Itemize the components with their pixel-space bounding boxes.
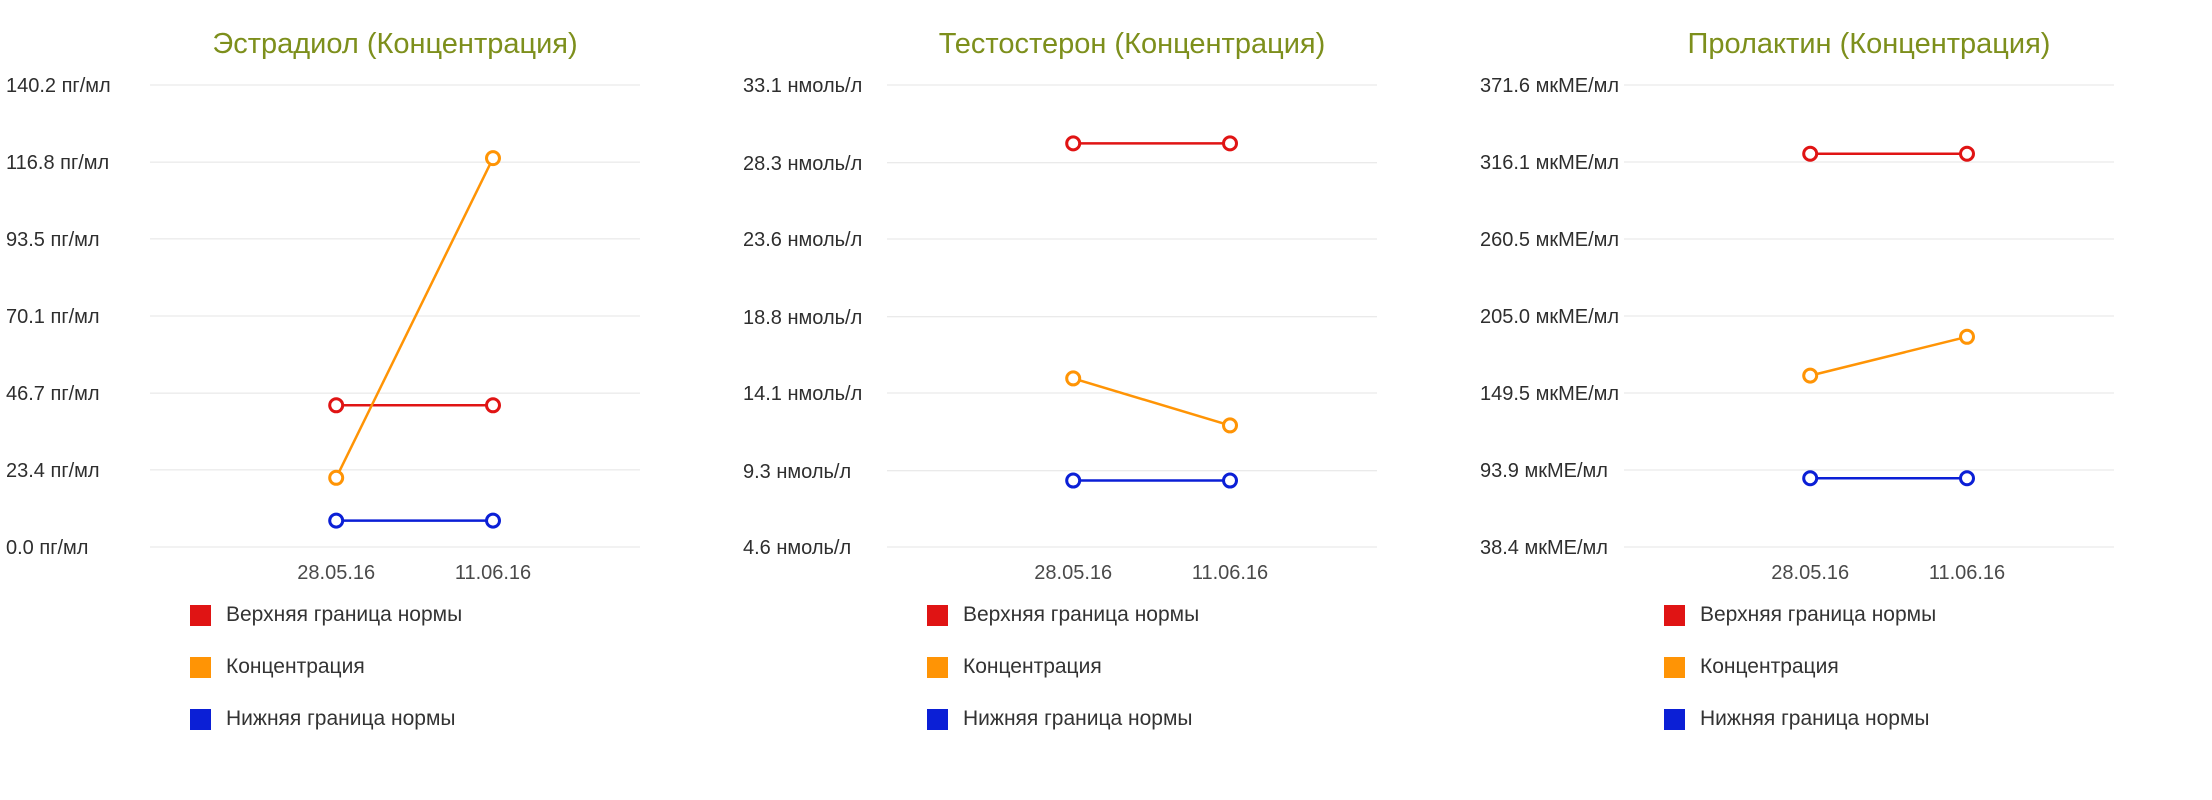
y-axis-tick-label: 205.0 мкМЕ/мл <box>1480 306 1619 328</box>
legend-item: Нижняя граница нормы <box>927 707 1474 731</box>
x-axis-tick-label: 11.06.16 <box>1929 562 2005 584</box>
data-point[interactable] <box>1959 145 1975 162</box>
y-axis-tick-label: 4.6 нмоль/л <box>743 537 851 559</box>
data-point[interactable] <box>485 397 501 414</box>
legend-swatch <box>190 604 211 626</box>
line-chart-testosterone: 33.1 нмоль/л 28.3 нмоль/л 23.6 нмоль/л 18.8… <box>743 75 1377 584</box>
y-axis-tick-label: 46.7 пг/мл <box>6 383 100 405</box>
data-point[interactable] <box>1802 470 1819 487</box>
data-point[interactable] <box>485 150 501 167</box>
data-point[interactable] <box>1222 135 1238 152</box>
series-line <box>335 157 495 479</box>
y-axis-tick-label: 18.8 нмоль/л <box>743 307 862 329</box>
chart-card-testosterone: Тестостерон (Концентрация) 33.1 нмоль/л 2… <box>737 12 1474 731</box>
data-point[interactable] <box>1065 135 1082 152</box>
data-point[interactable] <box>1959 470 1975 487</box>
y-axis-tick-label: 140.2 пг/мл <box>6 75 111 97</box>
y-axis-tick-label: 93.9 мкМЕ/мл <box>1480 460 1608 482</box>
legend-label: Верхняя граница нормы <box>1700 603 1937 626</box>
y-axis-tick-label: 14.1 нмоль/л <box>743 383 862 405</box>
y-axis-tick-label: 33.1 нмоль/л <box>743 75 862 97</box>
y-axis-tick-label: 28.3 нмоль/л <box>743 153 862 175</box>
legend-swatch <box>1664 604 1685 626</box>
data-point[interactable] <box>1222 417 1238 434</box>
y-axis-tick-label: 371.6 мкМЕ/мл <box>1480 75 1619 97</box>
y-axis-tick-label: 316.1 мкМЕ/мл <box>1480 152 1619 174</box>
legend-label: Концентрация <box>226 655 365 678</box>
line-chart-estradiol: 140.2 пг/мл 116.8 пг/мл 93.5 пг/мл 70.1 пг/… <box>6 75 640 584</box>
chart-legend: Верхняя граница нормы Концентрация Нижняя … <box>190 603 737 731</box>
legend-label: Концентрация <box>963 655 1102 678</box>
legend-item: Верхняя граница нормы <box>927 603 1474 627</box>
legend-item: Верхняя граница нормы <box>190 603 737 627</box>
x-axis-tick-label: 11.06.16 <box>455 562 531 584</box>
chart-title: Эстрадиол (Концентрация) <box>212 28 578 60</box>
line-chart-prolactin: 371.6 мкМЕ/мл 316.1 мкМЕ/мл 260.5 мкМЕ/мл 2… <box>1480 75 2114 584</box>
y-axis-tick-label: 23.6 нмоль/л <box>743 229 862 251</box>
legend-label: Концентрация <box>1700 655 1839 678</box>
legend-item: Верхняя граница нормы <box>1664 603 2211 627</box>
chart-card-estradiol: Эстрадиол (Концентрация) 140.2 пг/мл 116.… <box>0 12 737 731</box>
legend-item: Нижняя граница нормы <box>1664 707 2211 731</box>
y-axis-tick-label: 23.4 пг/мл <box>6 460 100 482</box>
legend-swatch <box>190 656 211 678</box>
legend-item: Концентрация <box>190 655 737 679</box>
legend-item: Концентрация <box>927 655 1474 679</box>
chart-title: Пролактин (Концентрация) <box>1687 28 2051 60</box>
legend-item: Нижняя граница нормы <box>190 707 737 731</box>
legend-swatch <box>1664 708 1685 730</box>
y-axis-tick-label: 116.8 пг/мл <box>6 152 109 174</box>
y-axis-tick-label: 260.5 мкМЕ/мл <box>1480 229 1619 251</box>
legend-swatch <box>927 604 948 626</box>
y-axis-tick-label: 149.5 мкМЕ/мл <box>1480 383 1619 405</box>
data-point[interactable] <box>328 397 345 414</box>
data-point[interactable] <box>328 469 345 486</box>
y-axis-tick-label: 9.3 нмоль/л <box>743 461 851 483</box>
x-axis-tick-label: 28.05.16 <box>1771 562 1849 584</box>
legend-swatch <box>1664 656 1685 678</box>
legend-label: Нижняя граница нормы <box>963 707 1193 730</box>
y-axis-tick-label: 0.0 пг/мл <box>6 537 88 559</box>
y-axis-tick-label: 93.5 пг/мл <box>6 229 100 251</box>
data-point[interactable] <box>328 512 345 529</box>
legend-label: Нижняя граница нормы <box>1700 707 1930 730</box>
data-point[interactable] <box>1959 328 1975 345</box>
x-axis-tick-label: 28.05.16 <box>297 562 375 584</box>
data-point[interactable] <box>1065 472 1082 489</box>
chart-legend: Верхняя граница нормы Концентрация Нижняя … <box>927 603 1474 731</box>
series-line <box>1072 377 1231 427</box>
legend-swatch <box>927 656 948 678</box>
legend-label: Нижняя граница нормы <box>226 707 456 730</box>
x-axis-tick-label: 11.06.16 <box>1192 562 1268 584</box>
legend-label: Верхняя граница нормы <box>963 603 1200 626</box>
data-point[interactable] <box>1802 145 1819 162</box>
chart-card-prolactin: Пролактин (Концентрация) 371.6 мкМЕ/мл 31… <box>1474 12 2211 731</box>
x-axis-tick-label: 28.05.16 <box>1034 562 1112 584</box>
chart-legend: Верхняя граница нормы Концентрация Нижняя … <box>1664 603 2211 731</box>
data-point[interactable] <box>485 512 501 529</box>
data-point[interactable] <box>1222 472 1238 489</box>
data-point[interactable] <box>1802 367 1819 384</box>
legend-swatch <box>190 708 211 730</box>
chart-title: Тестостерон (Концентрация) <box>938 28 1326 60</box>
page-root: Эстрадиол (Концентрация) 140.2 пг/мл 116.… <box>0 12 2211 731</box>
legend-label: Верхняя граница нормы <box>226 603 463 626</box>
legend-item: Концентрация <box>1664 655 2211 679</box>
y-axis-tick-label: 38.4 мкМЕ/мл <box>1480 537 1608 559</box>
y-axis-tick-label: 70.1 пг/мл <box>6 306 100 328</box>
data-point[interactable] <box>1065 370 1082 387</box>
series-line <box>1809 335 1968 377</box>
legend-swatch <box>927 708 948 730</box>
